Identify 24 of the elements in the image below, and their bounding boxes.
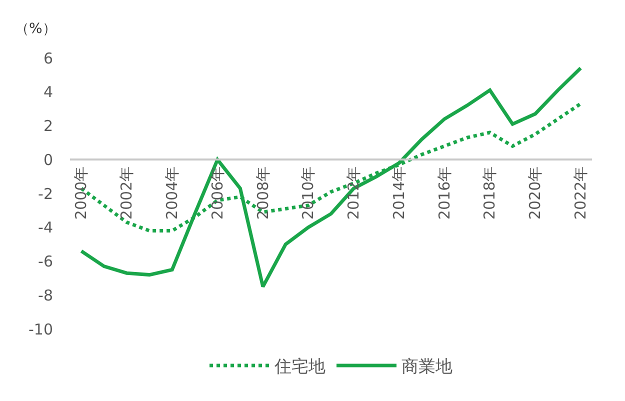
- y-tick-label: 2: [43, 117, 53, 135]
- y-tick-label: -10: [28, 320, 53, 338]
- y-tick-label: -4: [38, 218, 53, 237]
- x-tick-label: 2018年: [480, 166, 499, 220]
- x-tick-label: 2004年: [163, 166, 182, 220]
- y-tick-label: -2: [38, 184, 53, 203]
- y-tick-label: -6: [38, 252, 53, 270]
- y-tick-label: -8: [38, 286, 53, 304]
- x-tick-label: 2010年: [299, 166, 318, 220]
- y-tick-label: 0: [43, 150, 53, 169]
- x-tick-label: 2022年: [572, 166, 590, 220]
- legend-label: 商業地: [402, 357, 452, 378]
- y-tick-label: 4: [43, 83, 53, 102]
- x-tick-label: 2000年: [72, 166, 90, 220]
- y-axis-title: （%）: [15, 21, 56, 37]
- x-tick-label: 2006年: [208, 166, 226, 220]
- x-tick-label: 2014年: [390, 166, 408, 220]
- x-tick-label: 2020年: [526, 166, 544, 220]
- x-tick-label: 2002年: [118, 166, 136, 220]
- x-tick-label: 2008年: [254, 166, 272, 220]
- x-tick-label: 2012年: [344, 166, 363, 220]
- x-tick-label: 2016年: [435, 166, 454, 220]
- y-tick-label: 6: [43, 49, 53, 68]
- legend-label: 住宅地: [274, 357, 326, 378]
